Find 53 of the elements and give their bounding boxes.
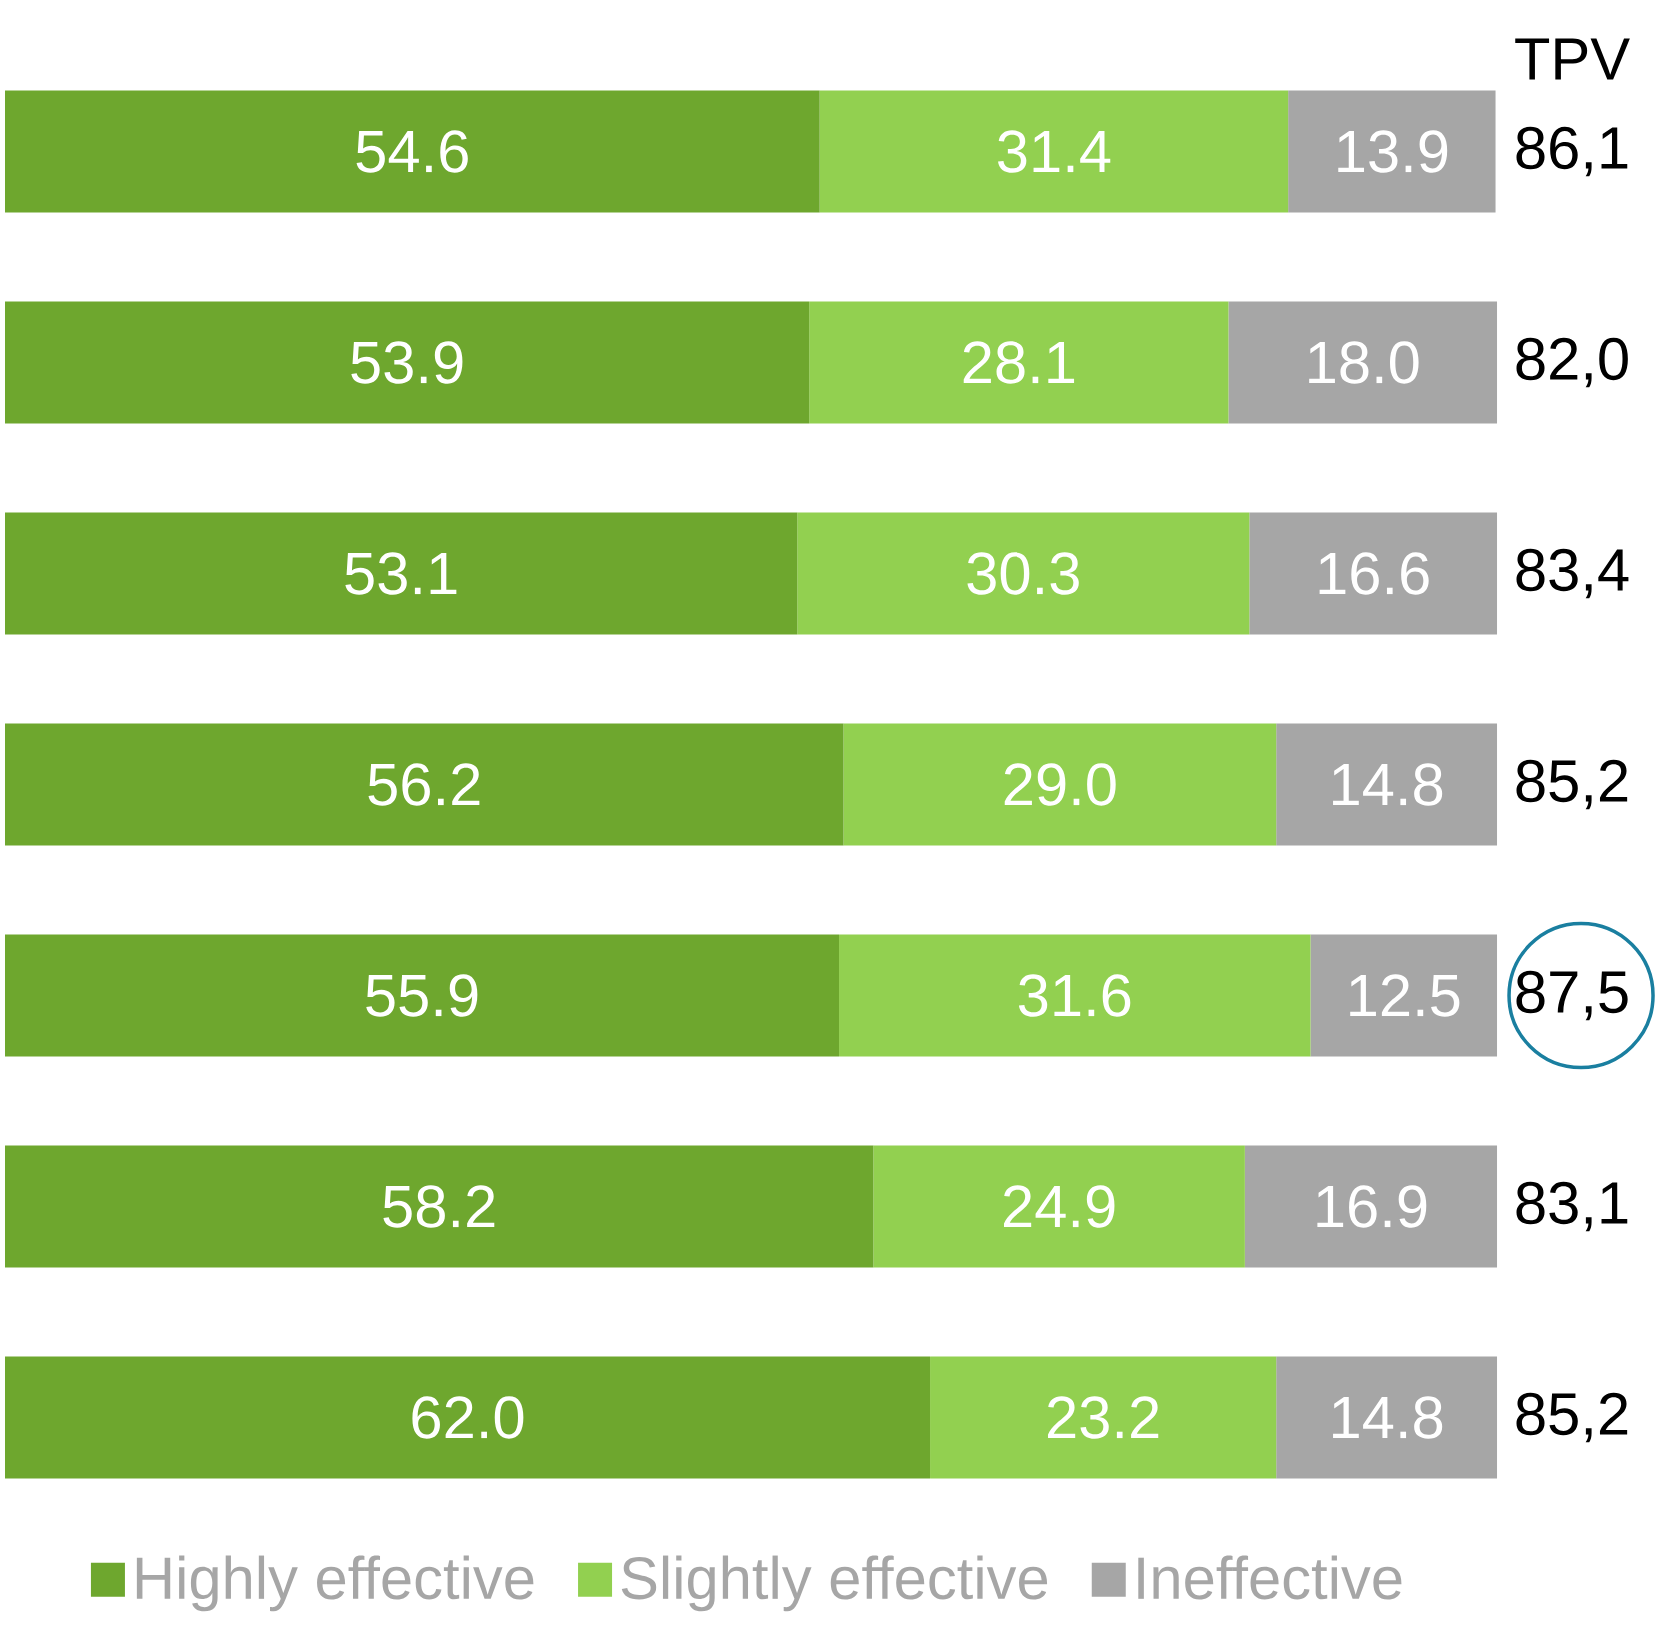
bar (5, 1145, 874, 1268)
data-label: 55.9 (366, 974, 478, 1017)
text: TPV (1515, 38, 1630, 80)
data-label: 53.9 (351, 341, 463, 384)
data-label: 29.0 (1004, 763, 1116, 806)
data-label: 53.1 (345, 552, 457, 595)
data-label: 62.0 (412, 1396, 524, 1439)
text: 83,1 (1516, 1181, 1628, 1232)
text: 87,5 (1516, 970, 1628, 1021)
bar (797, 512, 1250, 635)
data-label: 16.6 (1319, 552, 1429, 595)
bar (1288, 90, 1496, 213)
data-label: 12.5 (1350, 974, 1460, 1017)
legend-label: Slightly effective (621, 1555, 1048, 1612)
legend-label: Ineffective (1138, 1555, 1402, 1600)
data-label: 30.3 (967, 552, 1079, 595)
data-label: 16.9 (1317, 1185, 1427, 1228)
legend-label: Highly effective (136, 1555, 534, 1612)
text: 86,1 (1516, 126, 1628, 177)
bar (1228, 301, 1498, 424)
data-label: 58.2 (383, 1185, 495, 1228)
bar (5, 934, 840, 1057)
data-label: 54.6 (356, 130, 468, 173)
data-label: 56.2 (368, 763, 480, 806)
bar (819, 90, 1289, 213)
bar (1276, 723, 1498, 846)
text: 85,2 (1516, 759, 1628, 810)
data-label: 24.9 (1004, 1185, 1115, 1228)
bar (1276, 1356, 1498, 1479)
data-label: 13.9 (1338, 130, 1448, 173)
text: 85,2 (1516, 1392, 1628, 1443)
bar (1244, 1145, 1498, 1268)
bar (1249, 512, 1498, 635)
bar (873, 1145, 1245, 1268)
data-label: 23.2 (1048, 1396, 1159, 1439)
bar (5, 90, 820, 213)
bar (839, 934, 1311, 1057)
data-label: 31.4 (998, 130, 1111, 173)
bar (5, 1356, 931, 1479)
bar (843, 723, 1277, 846)
bar (5, 723, 844, 846)
bar (809, 301, 1229, 424)
bar (930, 1356, 1277, 1479)
bar (5, 512, 798, 635)
bar (5, 301, 810, 424)
bar (1310, 934, 1498, 1057)
data-label: 28.1 (963, 341, 1075, 384)
text: 83,4 (1516, 548, 1629, 599)
data-label: 14.8 (1333, 763, 1443, 806)
text: 82,0 (1516, 337, 1628, 388)
data-label: 31.6 (1018, 974, 1131, 1017)
data-label: 14.8 (1333, 1396, 1443, 1439)
data-label: 18.0 (1309, 341, 1419, 384)
